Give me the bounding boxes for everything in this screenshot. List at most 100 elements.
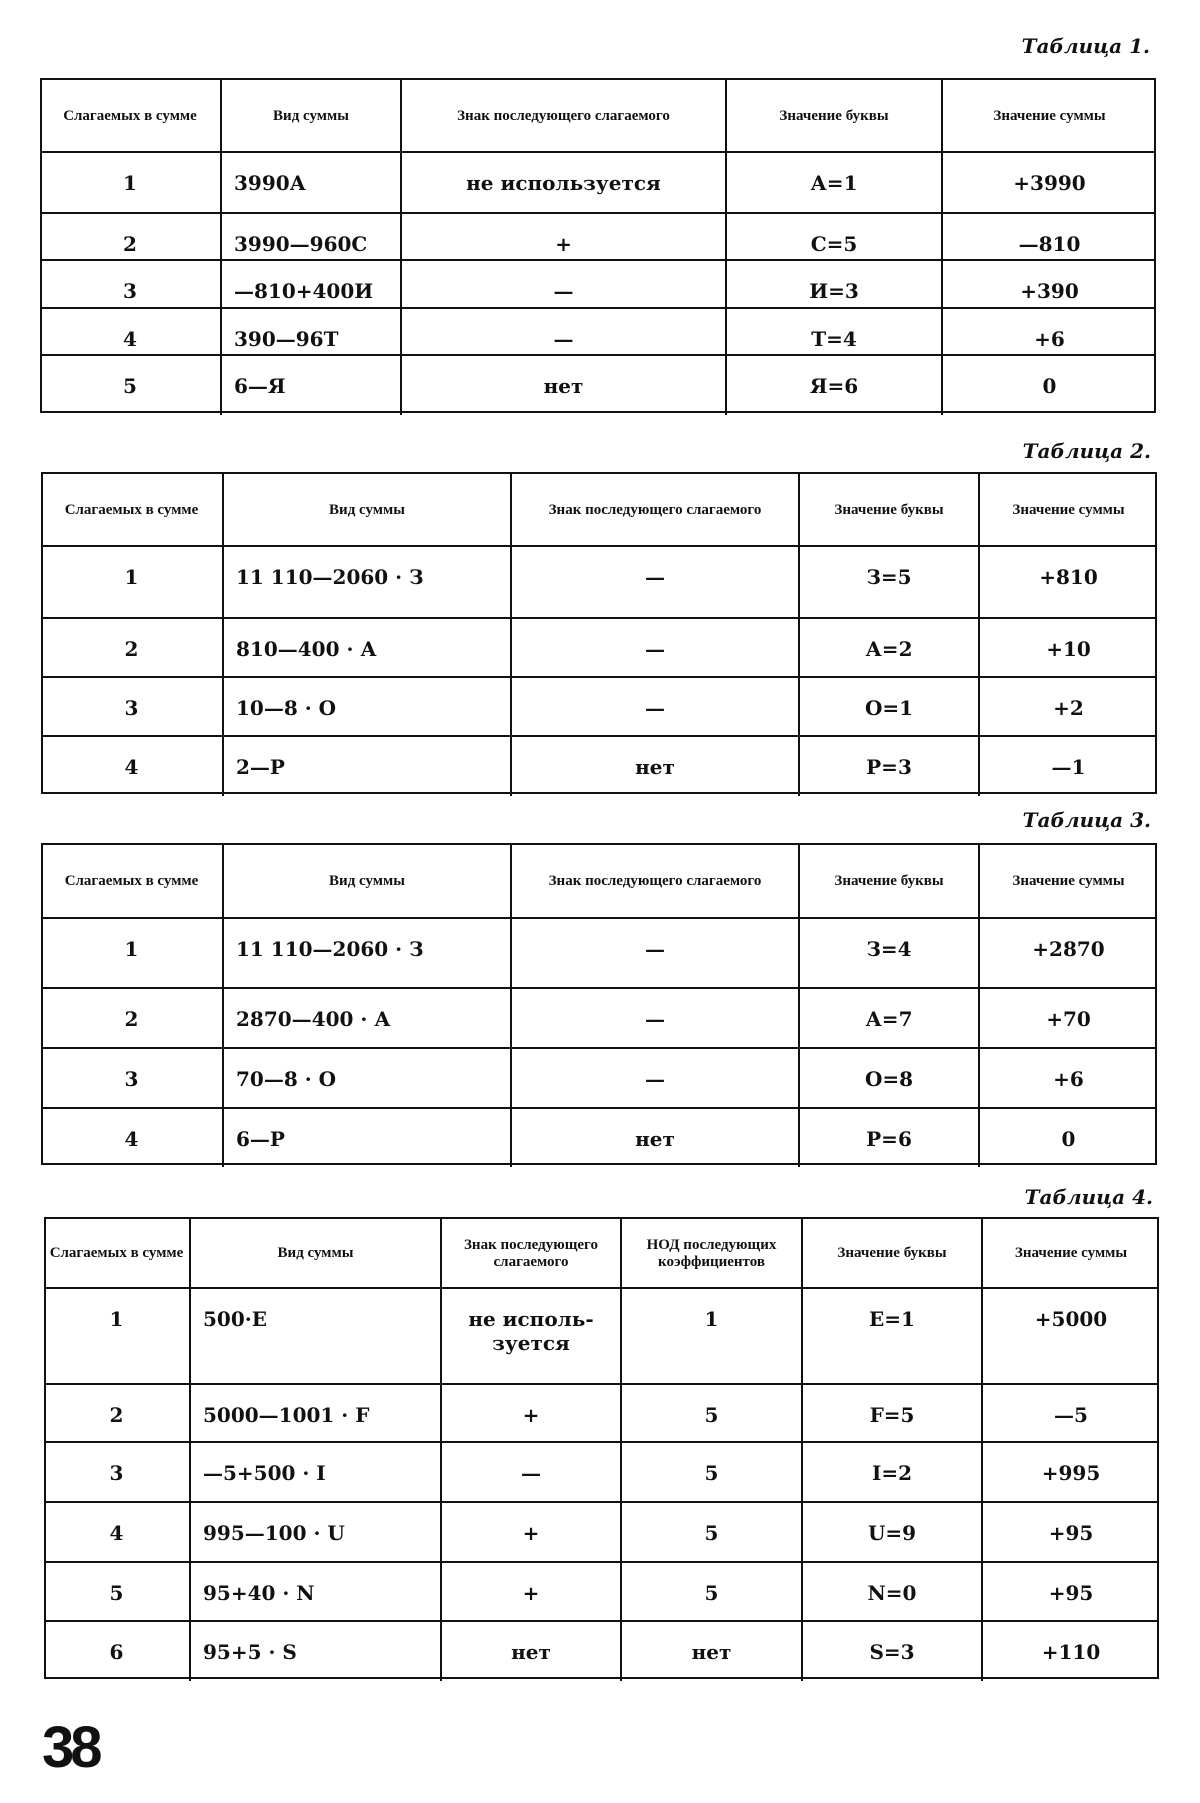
table-cell: не исполь-зуется (440, 1289, 620, 1384)
header-cell: Слагаемых в сумме (64, 501, 199, 518)
table-cell: И=3 (725, 261, 941, 308)
table-cell: 3990А (220, 153, 400, 213)
table-caption: Таблица 4. (1024, 1185, 1153, 1209)
header-cell: Значение суммы (941, 80, 1156, 152)
table-cell: N=0 (801, 1563, 981, 1621)
table-cell: Т=4 (725, 309, 941, 355)
table-cell: 5 (620, 1443, 801, 1502)
table-row: 2 810—400 · А — А=2 +10 (43, 617, 1155, 677)
table-cell: нет (620, 1622, 801, 1681)
table-4: Слагаемых в сумме Вид суммы Знак последующ… (44, 1217, 1159, 1681)
table-cell: 70—8 · О (222, 1049, 510, 1108)
table-cell: 95+40 · N (189, 1563, 440, 1621)
table-row: 4 390—96Т — Т=4 +6 (42, 307, 1154, 355)
table-row: 2 3990—960С + С=5 —810 (42, 212, 1154, 260)
header-cell: Вид суммы (222, 474, 510, 546)
table-cell: 2 (109, 1403, 124, 1427)
table-cell: — (440, 1443, 620, 1502)
table-cell: E=1 (801, 1289, 981, 1384)
table-cell: 1 (124, 565, 139, 589)
header-cell: Знак последующего слагаемого (440, 1219, 620, 1288)
table-cell: 0 (978, 1109, 1157, 1167)
table-cell: +110 (981, 1622, 1159, 1681)
table-cell: U=9 (801, 1503, 981, 1562)
header-cell: Вид суммы (220, 80, 400, 152)
table-header-row: Слагаемых в сумме Вид суммы Знак последующ… (43, 845, 1155, 918)
header-cell: Слагаемых в сумме (49, 1245, 184, 1261)
table-cell: —5+500 · I (189, 1443, 440, 1502)
table-row: 4 2—Р нет Р=3 —1 (43, 735, 1155, 796)
table-cell: 3 (123, 279, 137, 303)
table-cell: — (510, 678, 798, 736)
table-cell: 6 (109, 1640, 124, 1664)
table-cell: 3 (109, 1461, 124, 1485)
table-cell: 3 (124, 1067, 139, 1091)
table-row: 2 2870—400 · А — А=7 +70 (43, 987, 1155, 1048)
header-cell: Вид суммы (222, 845, 510, 918)
table-cell: 5 (123, 374, 137, 398)
header-cell: Значение суммы (981, 1219, 1159, 1288)
table-row: 3 10—8 · О — О=1 +2 (43, 676, 1155, 736)
table-cell: О=1 (798, 678, 978, 736)
table-cell: З=5 (798, 547, 978, 618)
table-cell: —810 (941, 214, 1156, 260)
table-cell: нет (510, 737, 798, 796)
table-cell: 5000—1001 · F (189, 1385, 440, 1442)
table-row: 4 6—Р нет Р=6 0 (43, 1107, 1155, 1167)
table-cell: F=5 (801, 1385, 981, 1442)
table-cell: +95 (981, 1503, 1159, 1562)
table-cell: +5000 (981, 1289, 1159, 1384)
table-cell: + (440, 1503, 620, 1562)
table-cell: S=3 (801, 1622, 981, 1681)
table-row: 1 500·E не исполь-зуется 1 E=1 +5000 (46, 1287, 1157, 1384)
table-cell: +6 (941, 309, 1156, 355)
table-row: 1 3990А не используется А=1 +3990 (42, 151, 1154, 213)
table-cell: +70 (978, 989, 1157, 1048)
table-cell: —810+400И (220, 261, 400, 308)
header-cell: Значение буквы (798, 845, 978, 918)
table-cell: +2 (978, 678, 1157, 736)
table-cell: 1 (124, 937, 139, 961)
table-cell: 11 110—2060 · З (222, 919, 510, 988)
table-cell: А=2 (798, 619, 978, 677)
table-cell: —5 (981, 1385, 1159, 1442)
table-cell: 390—96Т (220, 309, 400, 355)
table-cell: 1 (123, 171, 137, 195)
table-cell: — (510, 919, 798, 988)
table-row: 1 11 110—2060 · З — З=4 +2870 (43, 917, 1155, 988)
table-cell: О=8 (798, 1049, 978, 1108)
table-cell: 4 (109, 1521, 124, 1545)
table-1: Слагаемых в сумме Вид суммы Знак последующ… (40, 78, 1156, 415)
table-cell: 2—Р (222, 737, 510, 796)
table-cell: 95+5 · S (189, 1622, 440, 1681)
table-cell: 5 (620, 1563, 801, 1621)
header-cell: Значение буквы (725, 80, 941, 152)
table-cell: +390 (941, 261, 1156, 308)
table-cell: 2 (124, 1007, 139, 1031)
table-cell: 500·E (189, 1289, 440, 1384)
table-row: 3 —5+500 · I —5 I=2 +995 (46, 1441, 1157, 1502)
table-cell: — (510, 619, 798, 677)
table-cell: 0 (941, 356, 1156, 415)
table-caption: Таблица 3. (1022, 808, 1151, 832)
table-cell: 10—8 · О (222, 678, 510, 736)
table-cell: 2 (123, 232, 137, 256)
table-cell: + (400, 214, 725, 260)
header-cell: Значение суммы (978, 845, 1157, 918)
table-2: Слагаемых в сумме Вид суммы Знак последующ… (41, 472, 1157, 796)
table-cell: +2870 (978, 919, 1157, 988)
table-caption: Таблица 2. (1022, 439, 1151, 463)
table-cell: 6—Р (222, 1109, 510, 1167)
table-cell: 1 (620, 1289, 801, 1384)
table-cell: — (400, 309, 725, 355)
table-cell: — (510, 1049, 798, 1108)
header-cell: Слагаемых в сумме (63, 107, 197, 124)
table-cell: 810—400 · А (222, 619, 510, 677)
table-cell: не используется (400, 153, 725, 213)
table-cell: —1 (978, 737, 1157, 796)
table-cell: + (440, 1385, 620, 1442)
table-cell: Р=3 (798, 737, 978, 796)
table-header-row: Слагаемых в сумме Вид суммы Знак последующ… (46, 1219, 1157, 1288)
table-cell: нет (400, 356, 725, 415)
